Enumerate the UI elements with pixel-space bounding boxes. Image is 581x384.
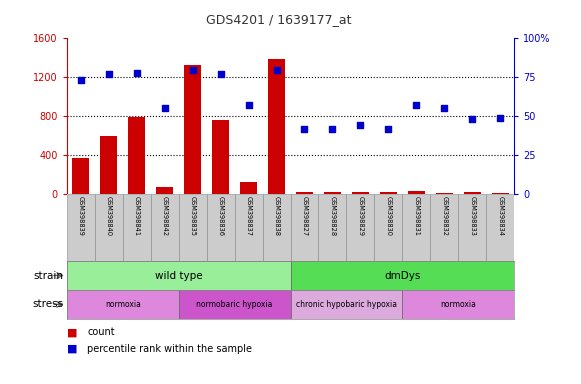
Text: GSM398836: GSM398836 bbox=[218, 196, 224, 236]
Text: GSM398840: GSM398840 bbox=[106, 196, 112, 236]
Point bbox=[188, 66, 198, 73]
Bar bbox=[380, 192, 397, 194]
Point bbox=[468, 116, 477, 122]
Bar bbox=[123, 194, 150, 261]
Text: GSM398834: GSM398834 bbox=[497, 196, 503, 236]
Bar bbox=[156, 187, 173, 194]
Text: count: count bbox=[87, 327, 115, 337]
Text: GSM398835: GSM398835 bbox=[189, 196, 196, 236]
Bar bbox=[296, 192, 313, 194]
Text: GSM398829: GSM398829 bbox=[357, 196, 363, 236]
Bar bbox=[67, 290, 179, 319]
Text: GSM398833: GSM398833 bbox=[469, 196, 475, 236]
Text: chronic hypobaric hypoxia: chronic hypobaric hypoxia bbox=[296, 300, 397, 309]
Text: GSM398828: GSM398828 bbox=[329, 196, 335, 236]
Bar bbox=[67, 261, 290, 290]
Bar bbox=[128, 117, 145, 194]
Text: GSM398838: GSM398838 bbox=[274, 196, 279, 236]
Point bbox=[216, 71, 225, 77]
Point bbox=[160, 105, 169, 111]
Point bbox=[440, 105, 449, 111]
Point bbox=[412, 102, 421, 108]
Text: ■: ■ bbox=[67, 344, 77, 354]
Bar bbox=[290, 261, 514, 290]
Text: GSM398831: GSM398831 bbox=[413, 196, 419, 236]
Bar bbox=[263, 194, 290, 261]
Point bbox=[76, 77, 85, 83]
Bar bbox=[346, 194, 374, 261]
Point bbox=[132, 70, 141, 76]
Bar bbox=[464, 192, 480, 194]
Bar bbox=[318, 194, 346, 261]
Point bbox=[272, 66, 281, 73]
Point bbox=[244, 102, 253, 108]
Text: GSM398841: GSM398841 bbox=[134, 196, 139, 236]
Bar bbox=[212, 120, 229, 194]
Bar bbox=[492, 193, 508, 194]
Text: GSM398832: GSM398832 bbox=[442, 196, 447, 236]
Bar bbox=[179, 290, 290, 319]
Point bbox=[496, 115, 505, 121]
Bar bbox=[235, 194, 263, 261]
Bar bbox=[403, 194, 431, 261]
Point bbox=[300, 126, 309, 132]
Bar bbox=[458, 194, 486, 261]
Text: normobaric hypoxia: normobaric hypoxia bbox=[196, 300, 272, 309]
Bar bbox=[431, 194, 458, 261]
Bar bbox=[408, 191, 425, 194]
Text: normoxia: normoxia bbox=[440, 300, 476, 309]
Bar bbox=[73, 158, 89, 194]
Bar bbox=[95, 194, 123, 261]
Bar bbox=[290, 290, 403, 319]
Text: dmDys: dmDys bbox=[384, 270, 421, 281]
Text: GSM398842: GSM398842 bbox=[162, 196, 168, 236]
Bar bbox=[240, 182, 257, 194]
Text: GSM398827: GSM398827 bbox=[302, 196, 307, 236]
Bar bbox=[184, 65, 201, 194]
Text: wild type: wild type bbox=[155, 270, 202, 281]
Point bbox=[383, 126, 393, 132]
Point bbox=[356, 122, 365, 129]
Bar bbox=[290, 194, 318, 261]
Text: GSM398839: GSM398839 bbox=[78, 196, 84, 236]
Bar bbox=[150, 194, 179, 261]
Text: GSM398837: GSM398837 bbox=[246, 196, 252, 236]
Bar bbox=[101, 136, 117, 194]
Bar bbox=[403, 290, 514, 319]
Point bbox=[104, 71, 113, 77]
Text: percentile rank within the sample: percentile rank within the sample bbox=[87, 344, 252, 354]
Bar bbox=[207, 194, 235, 261]
Text: stress: stress bbox=[33, 299, 64, 310]
Text: normoxia: normoxia bbox=[105, 300, 141, 309]
Point bbox=[328, 126, 337, 132]
Bar bbox=[67, 194, 95, 261]
Bar bbox=[324, 192, 341, 194]
Bar bbox=[179, 194, 207, 261]
Bar bbox=[268, 59, 285, 194]
Bar bbox=[486, 194, 514, 261]
Bar bbox=[374, 194, 403, 261]
Bar bbox=[352, 192, 369, 194]
Text: strain: strain bbox=[34, 270, 64, 281]
Text: GSM398830: GSM398830 bbox=[385, 196, 392, 236]
Text: GDS4201 / 1639177_at: GDS4201 / 1639177_at bbox=[206, 13, 352, 26]
Bar bbox=[436, 193, 453, 194]
Text: ■: ■ bbox=[67, 327, 77, 337]
